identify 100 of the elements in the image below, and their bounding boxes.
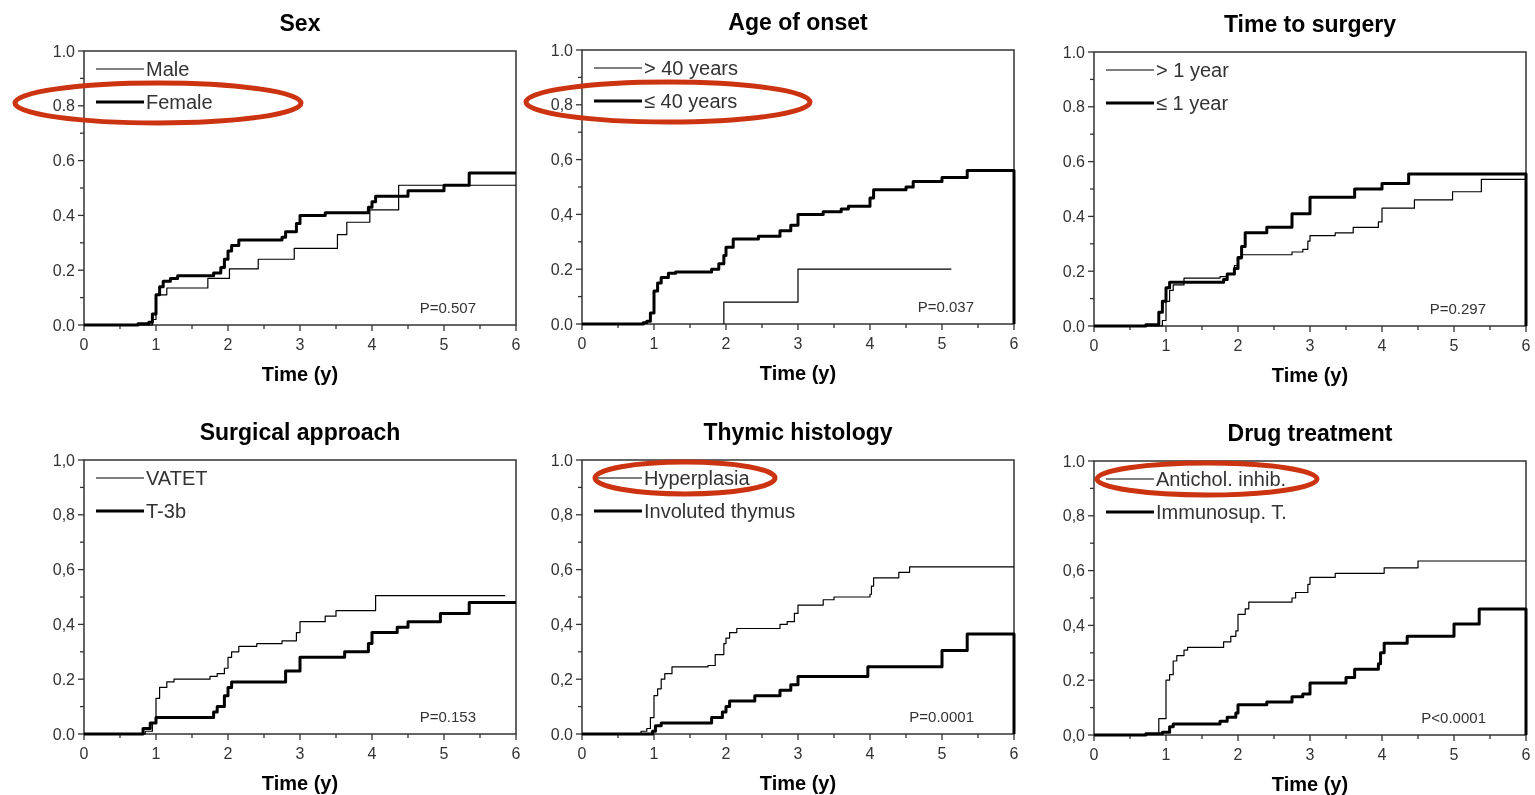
chart-title: Time to surgery <box>1223 11 1397 37</box>
x-tick-label: 1 <box>1161 746 1171 763</box>
x-tick-label: 2 <box>1233 746 1243 763</box>
y-tick-label: 0.2 <box>550 260 574 278</box>
x-tick-label: 2 <box>223 745 233 762</box>
x-tick-label: 4 <box>865 745 875 762</box>
x-tick-label: 6 <box>511 336 521 353</box>
y-tick-label: 0,8 <box>1062 507 1086 525</box>
y-tick-label: 0.8 <box>52 97 76 115</box>
legend-label: Antichol. inhib. <box>1156 468 1287 490</box>
chart-title: Drug treatment <box>1227 420 1393 446</box>
x-tick-label: 5 <box>439 745 449 762</box>
x-axis-title: Time (y) <box>261 363 339 385</box>
y-tick-label: 0.0 <box>52 725 76 743</box>
y-tick-label: 0.0 <box>550 315 574 333</box>
x-tick-label: 3 <box>793 745 803 762</box>
y-tick-label: 0,8 <box>550 506 574 524</box>
y-tick-label: 0.4 <box>52 207 76 224</box>
legend-label: Immunosup. T. <box>1156 501 1287 523</box>
annotation: P=0.153 <box>419 708 476 725</box>
x-axis-title: Time (y) <box>1271 773 1349 795</box>
x-tick-label: 0 <box>79 336 89 353</box>
x-tick-label: 1 <box>1161 337 1171 354</box>
chart-title: Sex <box>279 10 321 36</box>
legend-label: ≤ 40 years <box>644 90 738 112</box>
x-tick-label: 3 <box>295 745 305 762</box>
legend-label: VATET <box>146 467 208 489</box>
y-tick-label: 0,0 <box>1062 726 1086 744</box>
chart-title: Age of onset <box>728 9 868 35</box>
y-tick-label: 0.0 <box>52 316 76 334</box>
x-tick-label: 4 <box>367 336 377 353</box>
annotation: P=0.0001 <box>909 708 974 725</box>
x-tick-label: 6 <box>1009 335 1019 352</box>
y-tick-label: 0.0 <box>1062 317 1086 335</box>
y-tick-label: 1.0 <box>52 42 76 60</box>
x-tick-label: 4 <box>1377 337 1387 354</box>
x-tick-label: 0 <box>79 745 89 762</box>
x-tick-label: 3 <box>295 336 305 353</box>
y-tick-label: 0,6 <box>550 151 574 169</box>
x-tick-label: 5 <box>1449 337 1459 354</box>
x-tick-label: 0 <box>1089 337 1099 354</box>
y-tick-label: 0,4 <box>1062 617 1086 634</box>
x-tick-label: 3 <box>1305 746 1315 763</box>
y-tick-label: 1.0 <box>1062 43 1086 61</box>
x-tick-label: 4 <box>367 745 377 762</box>
x-tick-label: 4 <box>1377 746 1387 763</box>
chart-title: Thymic histology <box>703 419 893 445</box>
x-tick-label: 2 <box>223 336 233 353</box>
x-tick-label: 6 <box>511 745 521 762</box>
legend-label: > 1 year <box>1156 59 1230 81</box>
y-tick-label: 0,4 <box>550 616 574 633</box>
annotation: P=0.297 <box>1429 300 1486 317</box>
x-tick-label: 1 <box>151 336 161 353</box>
y-tick-label: 0,6 <box>550 561 574 579</box>
chart-title: Surgical approach <box>199 419 401 445</box>
x-tick-label: 5 <box>439 336 449 353</box>
x-axis-title: Time (y) <box>759 772 837 794</box>
y-tick-label: 0,8 <box>550 96 574 114</box>
y-tick-label: 0.2 <box>1062 262 1086 280</box>
x-tick-label: 5 <box>937 745 947 762</box>
legend-label: Female <box>146 91 213 113</box>
x-axis-title: Time (y) <box>261 772 339 794</box>
y-tick-label: 0.6 <box>1062 153 1086 171</box>
annotation: P=0.507 <box>419 299 476 316</box>
x-tick-label: 3 <box>793 335 803 352</box>
x-axis-title: Time (y) <box>1271 364 1349 386</box>
legend-label: ≤ 1 year <box>1156 92 1229 114</box>
y-tick-label: 0,8 <box>52 506 76 524</box>
annotation: P<0.0001 <box>1421 709 1486 726</box>
legend-label: Male <box>146 58 190 80</box>
y-tick-label: 0,6 <box>1062 562 1086 580</box>
x-tick-label: 3 <box>1305 337 1315 354</box>
y-tick-label: 0.2 <box>1062 671 1086 689</box>
x-tick-label: 2 <box>721 745 731 762</box>
legend-label: > 40 years <box>644 57 738 79</box>
y-tick-label: 1.0 <box>550 451 574 469</box>
x-tick-label: 6 <box>1009 745 1019 762</box>
y-tick-label: 1.0 <box>550 41 574 59</box>
legend-label: Involuted thymus <box>644 500 796 522</box>
x-tick-label: 2 <box>1233 337 1243 354</box>
x-tick-label: 5 <box>937 335 947 352</box>
y-tick-label: 0,4 <box>52 616 76 633</box>
x-axis-title: Time (y) <box>759 362 837 384</box>
x-tick-label: 0 <box>1089 746 1099 763</box>
y-tick-label: 1.0 <box>1062 452 1086 470</box>
y-tick-label: 0,4 <box>550 206 574 223</box>
y-tick-label: 0.4 <box>1062 208 1086 225</box>
x-tick-label: 6 <box>1521 746 1531 763</box>
y-tick-label: 0.8 <box>1062 98 1086 116</box>
x-tick-label: 0 <box>577 745 587 762</box>
y-tick-label: 0.2 <box>52 670 76 688</box>
x-tick-label: 4 <box>865 335 875 352</box>
legend-label: T-3b <box>146 500 187 522</box>
x-tick-label: 0 <box>577 335 587 352</box>
x-tick-label: 1 <box>649 335 659 352</box>
x-tick-label: 1 <box>151 745 161 762</box>
y-tick-label: 0.2 <box>52 261 76 279</box>
legend-label: Hyperplasia <box>644 467 751 489</box>
x-tick-label: 1 <box>649 745 659 762</box>
x-tick-label: 6 <box>1521 337 1531 354</box>
